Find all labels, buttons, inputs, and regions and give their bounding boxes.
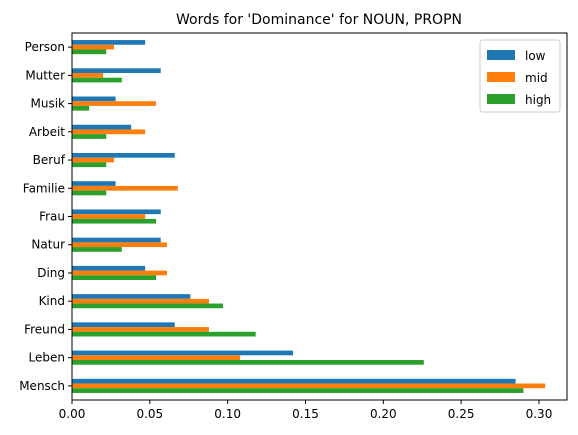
- bar-high-musik: [72, 105, 90, 111]
- legend-label-mid: mid: [525, 71, 548, 85]
- y-tick-label-frau: Frau: [39, 210, 65, 224]
- bar-mid-leben: [72, 355, 241, 361]
- legend-label-low: low: [525, 49, 546, 63]
- x-tick-label: 0.00: [59, 407, 86, 421]
- bar-high-freund: [72, 331, 256, 337]
- chart-title: Words for 'Dominance' for NOUN, PROPN: [176, 12, 462, 28]
- bar-mid-frau: [72, 214, 146, 219]
- bar-mid-ding: [72, 270, 167, 276]
- x-axis-ticks: 0.00 0.05 0.10 0.15 0.20 0.25 0.30: [59, 400, 553, 421]
- bar-mid-beruf: [72, 157, 115, 163]
- x-tick-label: 0.20: [370, 407, 397, 421]
- bar-mid-freund: [72, 327, 209, 332]
- x-tick-label: 0.25: [448, 407, 475, 421]
- y-tick-label-arbeit: Arbeit: [29, 125, 65, 139]
- bar-high-ding: [72, 275, 157, 281]
- bar-high-frau: [72, 218, 157, 224]
- bar-low-leben: [72, 350, 294, 356]
- bar-high-mutter: [72, 77, 122, 83]
- legend-label-high: high: [525, 93, 551, 107]
- bar-low-kind: [72, 294, 191, 299]
- bar-low-natur: [72, 237, 161, 243]
- legend-swatch-mid: [487, 72, 515, 82]
- bar-high-mensch: [72, 388, 524, 393]
- bars-group: [72, 40, 546, 393]
- bar-mid-mutter: [72, 72, 104, 78]
- legend-swatch-low: [487, 50, 515, 60]
- bar-high-leben: [72, 360, 424, 365]
- y-tick-label-natur: Natur: [31, 238, 65, 252]
- bar-low-musik: [72, 96, 116, 102]
- x-tick-label: 0.15: [292, 407, 319, 421]
- y-tick-label-leben: Leben: [29, 351, 65, 365]
- bar-mid-familie: [72, 185, 178, 191]
- y-tick-label-freund: Freund: [24, 322, 65, 336]
- bar-low-arbeit: [72, 124, 132, 130]
- y-tick-label-musik: Musik: [31, 97, 66, 111]
- y-axis-ticks: Mensch Leben Freund Kind Ding Natur Frau Famili…: [19, 40, 72, 393]
- bar-high-arbeit: [72, 134, 107, 139]
- bar-low-mutter: [72, 68, 161, 73]
- bar-high-kind: [72, 303, 223, 309]
- y-tick-label-familie: Familie: [23, 181, 65, 195]
- bar-mid-musik: [72, 101, 157, 106]
- y-tick-label-mensch: Mensch: [19, 379, 65, 393]
- x-tick-label: 0.05: [136, 407, 163, 421]
- legend-swatch-high: [487, 94, 515, 104]
- x-tick-label: 0.10: [214, 407, 241, 421]
- bar-mid-person: [72, 44, 115, 50]
- bar-low-familie: [72, 181, 116, 186]
- bar-mid-arbeit: [72, 129, 146, 135]
- bar-mid-kind: [72, 298, 209, 304]
- bar-high-beruf: [72, 162, 107, 168]
- y-tick-label-kind: Kind: [39, 294, 65, 308]
- legend: low mid high: [479, 39, 561, 113]
- bar-low-mensch: [72, 378, 516, 384]
- y-tick-label-ding: Ding: [37, 266, 65, 280]
- bar-mid-natur: [72, 242, 167, 248]
- y-tick-label-mutter: Mutter: [25, 68, 65, 82]
- bar-low-ding: [72, 265, 146, 271]
- bar-high-familie: [72, 190, 107, 196]
- plot-frame: [71, 32, 568, 401]
- bar-mid-mensch: [72, 383, 546, 389]
- bar-high-natur: [72, 247, 122, 252]
- bar-low-beruf: [72, 152, 175, 158]
- bar-low-frau: [72, 209, 161, 215]
- x-tick-label: 0.30: [526, 407, 553, 421]
- y-tick-label-beruf: Beruf: [33, 153, 66, 167]
- y-tick-label-person: Person: [25, 40, 65, 54]
- bar-high-person: [72, 49, 107, 55]
- bar-low-freund: [72, 322, 175, 328]
- bar-low-person: [72, 40, 146, 45]
